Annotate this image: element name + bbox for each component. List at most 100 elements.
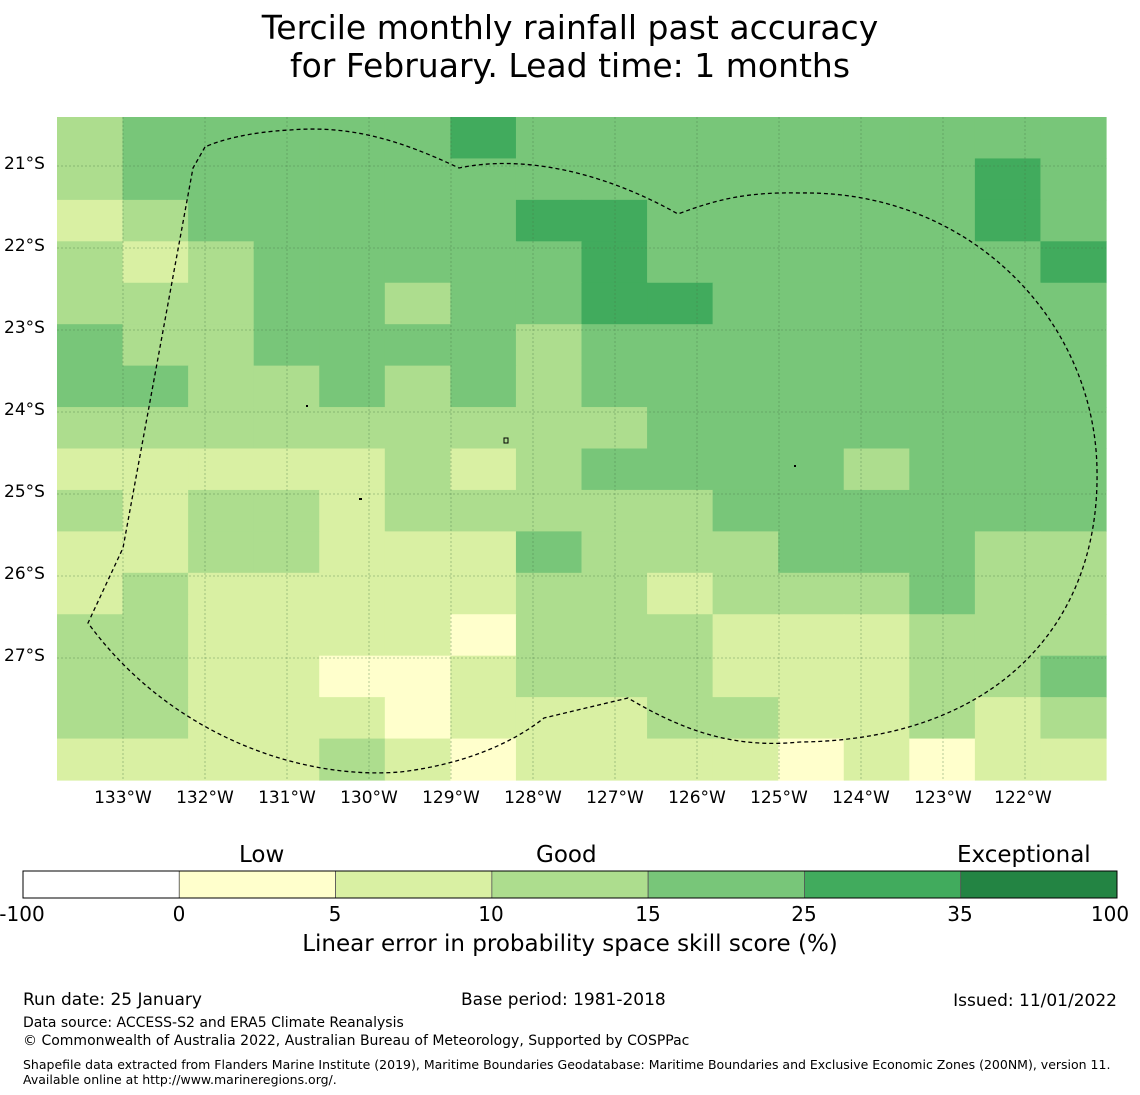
heatmap-cell — [384, 117, 451, 160]
heatmap-cell — [712, 448, 779, 491]
heatmap-cell — [122, 572, 189, 615]
lon-tick-label: 128°W — [504, 788, 562, 808]
heatmap-cell — [974, 697, 1042, 740]
heatmap-cell — [515, 738, 583, 781]
heatmap-cell — [909, 407, 976, 450]
lat-tick-label: 22°S — [4, 236, 45, 256]
issued-date: Issued: 11/01/2022 — [953, 991, 1117, 1011]
heatmap-cell — [843, 407, 910, 450]
heatmap-cell — [515, 158, 583, 201]
eez-boundary-line — [87, 128, 1098, 774]
heatmap-cell — [974, 489, 1042, 532]
heatmap-cell — [778, 365, 845, 408]
heatmap-cell — [1040, 697, 1107, 740]
heatmap-cell — [384, 614, 451, 657]
heatmap-cell — [384, 655, 451, 698]
heatmap-cell — [843, 614, 910, 657]
heatmap-cell — [515, 199, 583, 242]
heatmap-cell — [57, 324, 124, 367]
heatmap-cell — [974, 738, 1042, 781]
heatmap-cell — [450, 614, 517, 657]
heatmap-cell — [712, 531, 779, 574]
heatmap-cell — [581, 448, 648, 491]
heatmap-cell — [974, 324, 1042, 367]
heatmap-cell — [1040, 614, 1107, 657]
heatmap-cell — [843, 697, 910, 740]
heatmap-cell — [515, 117, 583, 160]
heatmap-cell — [974, 531, 1042, 574]
heatmap-cell — [450, 365, 517, 408]
heatmap-cell — [974, 282, 1042, 325]
lon-tick-label: 124°W — [832, 788, 890, 808]
heatmap-cell — [909, 531, 976, 574]
colorbar-segment — [960, 870, 1118, 899]
heatmap-cell — [843, 738, 910, 781]
heatmap-cell — [712, 655, 779, 698]
heatmap-cell — [1040, 199, 1107, 242]
heatmap-cell — [647, 324, 714, 367]
heatmap-cell — [647, 241, 714, 284]
heatmap-cell — [843, 282, 910, 325]
colorbar-category-good: Good — [536, 842, 597, 868]
colorbar-tick-label: 5 — [328, 902, 342, 926]
heatmap-cell — [909, 572, 976, 615]
heatmap-cell — [909, 738, 976, 781]
heatmap-cell — [188, 199, 255, 242]
heatmap-cell — [712, 614, 779, 657]
run-date: Run date: 25 January — [23, 990, 202, 1010]
heatmap-cell — [581, 738, 648, 781]
heatmap-cell — [188, 117, 255, 160]
heatmap-cell — [450, 697, 517, 740]
heatmap-cell — [188, 324, 255, 367]
heatmap-cell — [515, 448, 583, 491]
heatmap-cells — [57, 117, 1107, 781]
colorbar-segment — [491, 870, 649, 899]
heatmap-cell — [974, 241, 1042, 284]
heatmap-cell — [122, 448, 189, 491]
colorbar-tick-label: 25 — [791, 902, 817, 926]
heatmap-cell — [319, 738, 386, 781]
heatmap-cell — [384, 407, 451, 450]
colorbar-segment — [178, 870, 336, 899]
heatmap-cell — [1040, 448, 1107, 491]
heatmap-cell — [581, 572, 648, 615]
heatmap-cell — [843, 531, 910, 574]
heatmap-cell — [778, 282, 845, 325]
heatmap-cell — [122, 158, 189, 201]
heatmap-cell — [712, 697, 779, 740]
shapefile-credit: Shapefile data extracted from Flanders M… — [23, 1057, 1111, 1087]
heatmap-cell — [384, 448, 451, 491]
heatmap-cell — [57, 489, 124, 532]
island-marker — [503, 437, 509, 444]
heatmap-cell — [450, 282, 517, 325]
heatmap-cell — [188, 489, 255, 532]
chart-title-line-1: Tercile monthly rainfall past accuracy — [261, 8, 879, 47]
heatmap-cell — [647, 738, 714, 781]
lat-tick-label: 26°S — [4, 564, 45, 584]
heatmap-cell — [909, 697, 976, 740]
heatmap-cell — [909, 448, 976, 491]
colorbar-title: Linear error in probability space skill … — [302, 931, 838, 957]
heatmap-cell — [450, 572, 517, 615]
heatmap-cell — [515, 324, 583, 367]
heatmap-cell — [843, 117, 910, 160]
heatmap-cell — [778, 407, 845, 450]
heatmap-cell — [319, 407, 386, 450]
graticule-lines — [57, 117, 1106, 780]
heatmap-cell — [778, 324, 845, 367]
heatmap-cell — [188, 407, 255, 450]
heatmap-cell — [974, 158, 1042, 201]
heatmap-cell — [57, 655, 124, 698]
heatmap-cell — [384, 324, 451, 367]
heatmap-cell — [319, 655, 386, 698]
heatmap-cell — [778, 117, 845, 160]
heatmap-cell — [974, 117, 1042, 160]
heatmap-cell — [712, 282, 779, 325]
heatmap-cell — [712, 738, 779, 781]
heatmap-cell — [1040, 531, 1107, 574]
heatmap-cell — [647, 407, 714, 450]
heatmap-cell — [974, 448, 1042, 491]
heatmap-cell — [57, 282, 124, 325]
heatmap-cell — [319, 158, 386, 201]
colorbar-tick-label: 100 — [1090, 902, 1130, 926]
